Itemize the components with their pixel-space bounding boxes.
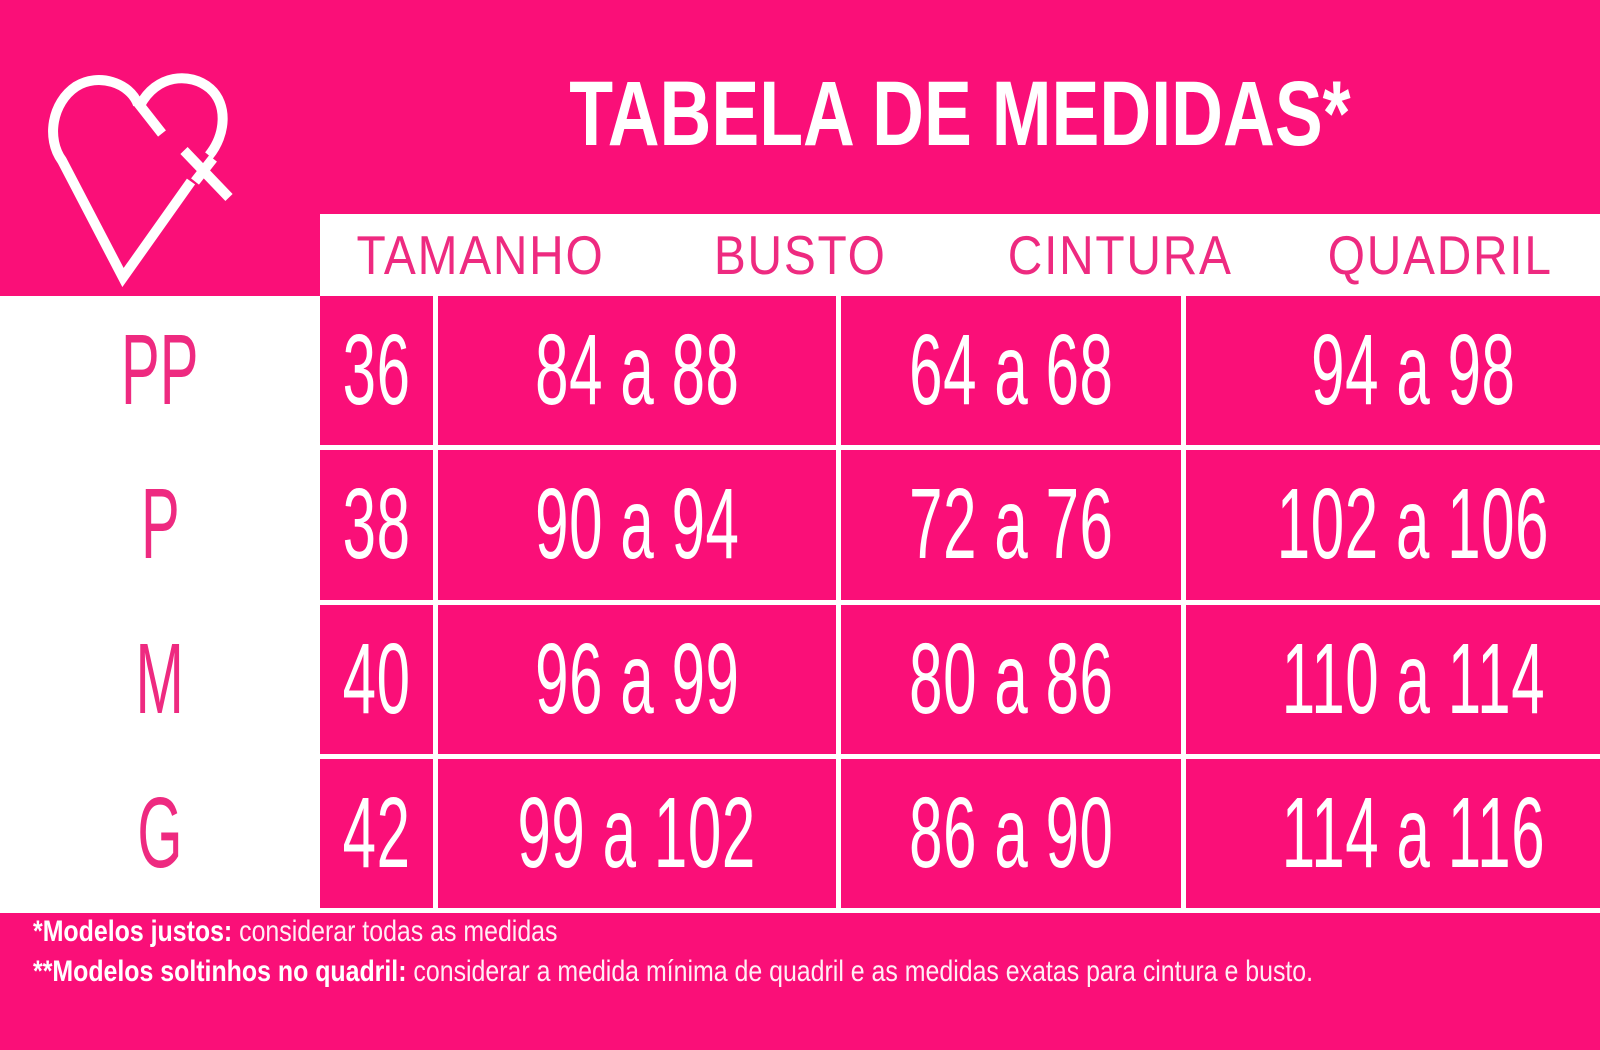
table-cell-g-tamanho: 42 [320, 758, 434, 908]
cell-value: 86 a 90 [908, 776, 1114, 889]
heart-logo-icon [48, 73, 233, 287]
column-header-cintura: CINTURA [960, 214, 1280, 296]
cell-value: 36 [342, 314, 411, 427]
table-body: PP P M G 36 84 a 88 64 a 68 94 a 98 38 9… [0, 296, 1600, 913]
size-label-p: P [0, 450, 320, 600]
column-header-busto: BUSTO [640, 214, 960, 296]
table-cell-pp-tamanho: 36 [320, 296, 434, 446]
size-label-pp: PP [0, 296, 320, 446]
cell-value: 102 a 106 [1276, 468, 1550, 581]
table-cell-m-quadril: 110 a 114 [1186, 604, 1600, 754]
cell-value: 84 a 88 [534, 314, 740, 427]
footnotes: *Modelos justos: considerar todas as med… [33, 912, 1573, 992]
table-cell-m-cintura: 80 a 86 [840, 604, 1182, 754]
table-cell-g-cintura: 86 a 90 [840, 758, 1182, 908]
size-label-text: M [135, 622, 185, 735]
measurement-grid: 36 84 a 88 64 a 68 94 a 98 38 90 a 94 72… [320, 296, 1600, 908]
cell-value: 99 a 102 [517, 776, 757, 889]
column-header-quadril: QUADRIL [1280, 214, 1600, 296]
size-label-m: M [0, 604, 320, 754]
title-area: TABELA DE MEDIDAS* [320, 0, 1600, 214]
table-cell-p-cintura: 72 a 76 [840, 450, 1182, 600]
table-cell-g-busto: 99 a 102 [438, 758, 836, 908]
table-cell-g-quadril: 114 a 116 [1186, 758, 1600, 908]
cell-value: 110 a 114 [1281, 622, 1545, 735]
cell-value: 114 a 116 [1281, 776, 1545, 889]
column-header-label: TAMANHO [356, 224, 604, 286]
size-label-text: PP [121, 314, 199, 427]
size-label-column: PP P M G [0, 296, 320, 908]
footnote-bold-text: **Modelos soltinhos no quadril: [33, 955, 407, 988]
cell-value: 64 a 68 [908, 314, 1114, 427]
size-label-g: G [0, 758, 320, 908]
size-label-text: G [137, 776, 183, 889]
cell-value: 80 a 86 [908, 622, 1114, 735]
needle-cross-tick [191, 155, 217, 185]
table-cell-m-tamanho: 40 [320, 604, 434, 754]
table-header-row: TAMANHO BUSTO CINTURA QUADRIL [320, 214, 1600, 296]
column-header-label: QUADRIL [1327, 224, 1553, 286]
column-header-label: BUSTO [713, 224, 887, 286]
cell-value: 40 [342, 622, 411, 735]
cell-value: 90 a 94 [534, 468, 740, 581]
column-header-tamanho: TAMANHO [320, 214, 640, 296]
footnote-modelos-justos: *Modelos justos: considerar todas as med… [33, 912, 1311, 952]
size-label-text: P [140, 468, 180, 581]
table-cell-p-busto: 90 a 94 [438, 450, 836, 600]
footnote-light-text: considerar a medida mínima de quadril e … [406, 955, 1314, 988]
column-header-label: CINTURA [1007, 224, 1233, 286]
footnote-bold-text: *Modelos justos: [33, 915, 233, 948]
table-cell-pp-quadril: 94 a 98 [1186, 296, 1600, 446]
footnote-light-text: considerar todas as medidas [232, 915, 558, 948]
table-cell-m-busto: 96 a 99 [438, 604, 836, 754]
page-title: TABELA DE MEDIDAS* [569, 62, 1351, 165]
table-cell-p-tamanho: 38 [320, 450, 434, 600]
cell-value: 42 [342, 776, 411, 889]
heart-outline-right-lobe [134, 73, 228, 159]
footnote-modelos-soltinhos: **Modelos soltinhos no quadril: consider… [33, 952, 1314, 992]
table-cell-p-quadril: 102 a 106 [1186, 450, 1600, 600]
cell-value: 96 a 99 [534, 622, 740, 735]
cell-value: 72 a 76 [908, 468, 1114, 581]
table-cell-pp-cintura: 64 a 68 [840, 296, 1182, 446]
cell-value: 38 [342, 468, 411, 581]
table-cell-pp-busto: 84 a 88 [438, 296, 836, 446]
heart-outline-left [48, 75, 196, 287]
cell-value: 94 a 98 [1310, 314, 1516, 427]
